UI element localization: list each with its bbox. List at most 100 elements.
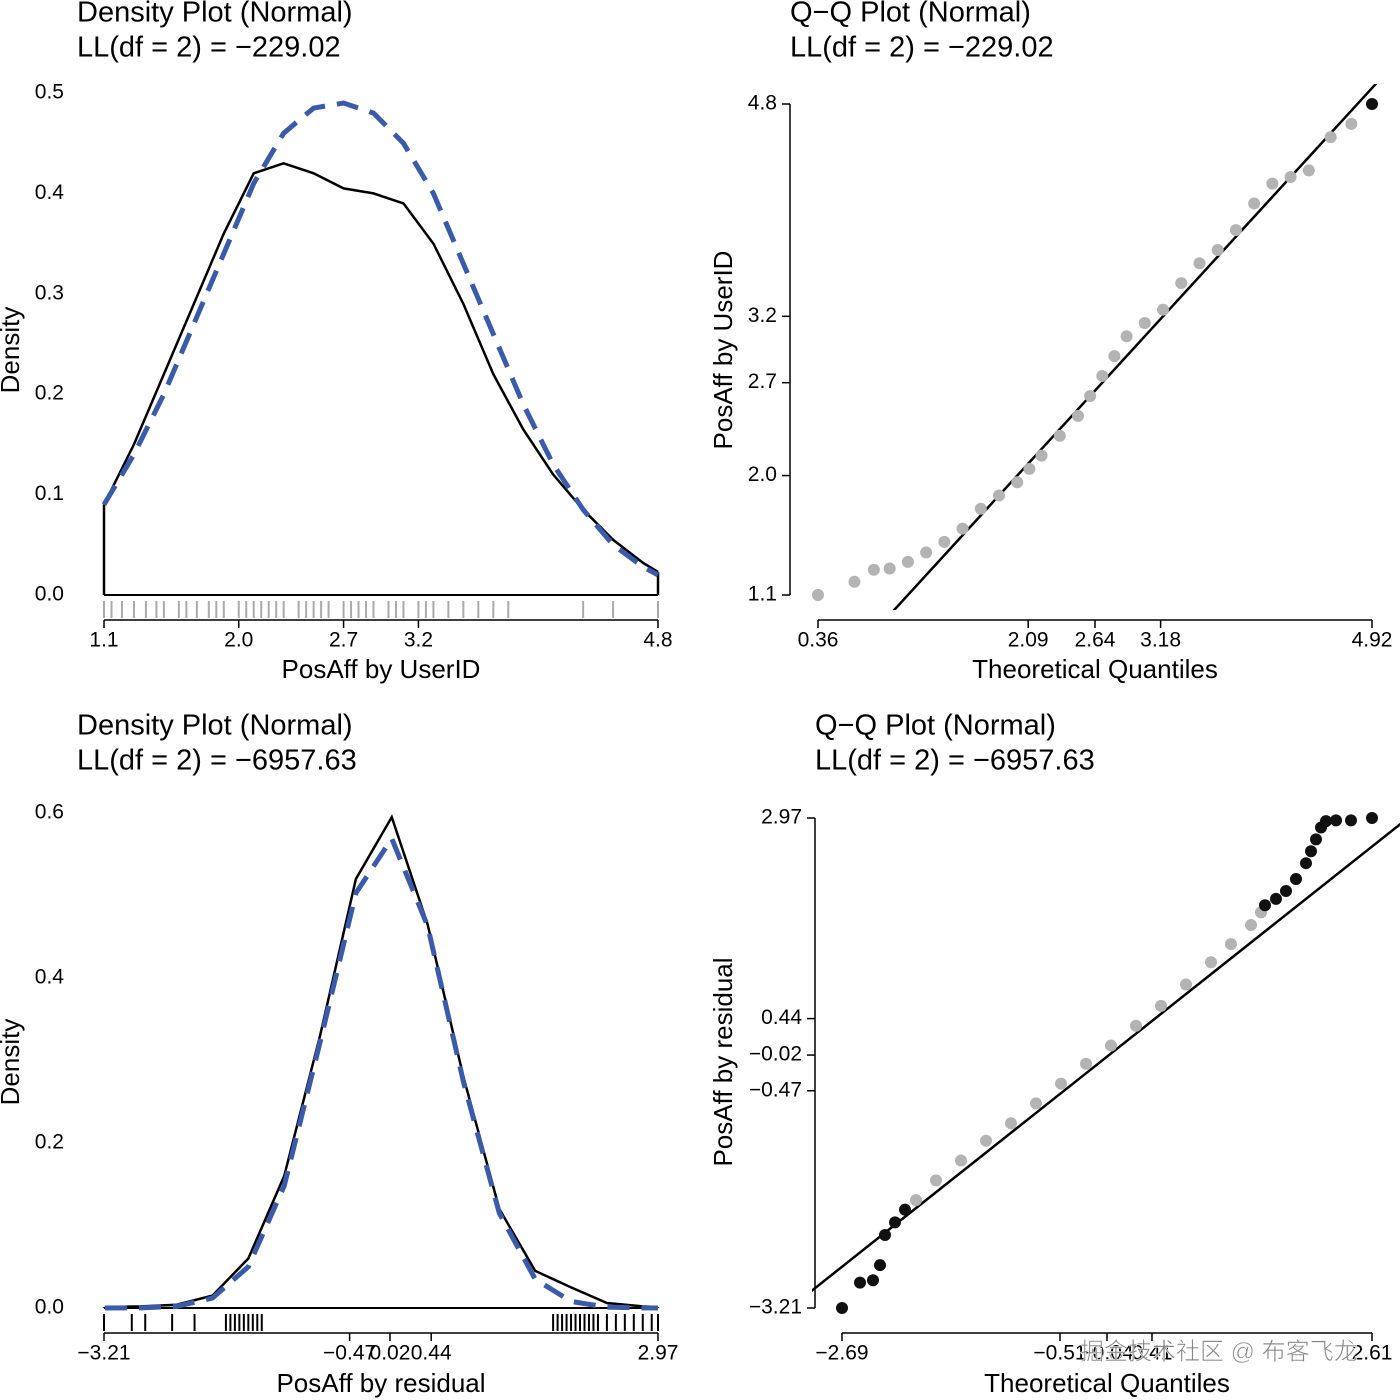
- x-tick-label: 3.18: [1140, 629, 1181, 652]
- x-tick-label: −2.69: [815, 1342, 868, 1365]
- qq-point: [938, 535, 951, 548]
- qq-point: [1345, 814, 1357, 827]
- chart-subtitle: LL(df = 2) = −229.02: [77, 32, 341, 64]
- qq-point: [1011, 476, 1024, 489]
- qq-point: [1324, 131, 1337, 144]
- watermark: 掘金技术社区 @ 布客飞龙: [1080, 1338, 1358, 1365]
- qq-point: [910, 1194, 922, 1207]
- qq-point: [901, 555, 914, 568]
- qq-point: [1080, 1057, 1092, 1070]
- y-tick-label: 0.44: [761, 1006, 802, 1029]
- qq-point: [1310, 833, 1322, 846]
- qq-point: [1096, 370, 1109, 383]
- qq-point: [956, 522, 969, 535]
- qq-point: [874, 1259, 886, 1272]
- qq-point: [1175, 277, 1188, 290]
- y-tick-label: 0.4: [35, 181, 65, 204]
- x-tick-label: 2.97: [638, 1342, 679, 1365]
- x-tick-label: 2.61: [1352, 1342, 1393, 1365]
- x-axis-label: Theoretical Quantiles: [972, 654, 1218, 684]
- normal-curve: [104, 833, 659, 1311]
- qq-point: [1305, 845, 1317, 858]
- x-tick-label: 0.02: [370, 1342, 411, 1365]
- y-tick-label: 1.1: [748, 583, 777, 606]
- y-tick-label: 4.8: [748, 92, 777, 115]
- qq-point: [1320, 815, 1332, 828]
- y-tick-label: 0.0: [35, 1296, 64, 1319]
- y-tick-label: 0.6: [35, 801, 64, 824]
- qq-point: [1023, 462, 1036, 475]
- y-tick-label: 0.1: [35, 482, 64, 505]
- qq-point: [1280, 884, 1292, 897]
- qq-point: [974, 502, 987, 515]
- qq-point: [1138, 316, 1151, 329]
- qq-point: [1302, 164, 1315, 177]
- qq-point: [1290, 873, 1302, 886]
- qq-point: [1055, 1077, 1067, 1090]
- qq-point: [899, 1203, 911, 1216]
- x-axis-label: PosAff by residual: [276, 1368, 485, 1398]
- qq-point: [1180, 978, 1192, 991]
- qq-point: [1005, 1117, 1017, 1130]
- qq-point: [1366, 812, 1378, 824]
- chart-subtitle: LL(df = 2) = −229.02: [790, 32, 1054, 64]
- chart-subtitle: LL(df = 2) = −6957.63: [77, 745, 357, 777]
- qq-point: [1205, 956, 1217, 969]
- qq-point: [1225, 938, 1237, 951]
- qq-point: [1284, 170, 1297, 183]
- qq-point: [1155, 999, 1167, 1012]
- chart-title: Density Plot (Normal): [77, 710, 353, 742]
- qq-point: [1030, 1097, 1042, 1110]
- qq-point: [1330, 814, 1342, 827]
- y-tick-label: 0.5: [35, 81, 64, 104]
- qq-point: [867, 1274, 879, 1287]
- y-tick-label: 0.4: [35, 966, 65, 989]
- qq-point: [993, 489, 1006, 502]
- qq-point: [1211, 243, 1224, 256]
- qq-point: [854, 1276, 866, 1289]
- qq-point: [1345, 117, 1358, 130]
- qq-point: [1035, 449, 1048, 462]
- x-tick-label: 2.7: [329, 629, 358, 652]
- y-tick-label: 2.7: [748, 370, 777, 393]
- x-tick-label: 2.64: [1075, 629, 1116, 652]
- x-axis-label: PosAff by UserID: [282, 654, 481, 684]
- qq-point: [955, 1154, 967, 1167]
- y-tick-label: 2.97: [761, 806, 802, 829]
- qq-point: [889, 1216, 901, 1229]
- qq-point: [812, 589, 824, 601]
- qq-point: [1270, 892, 1282, 905]
- qq-point: [1071, 409, 1084, 422]
- x-tick-label: 4.92: [1352, 629, 1393, 652]
- x-tick-label: 1.1: [89, 629, 118, 652]
- density-curve: [104, 814, 659, 1309]
- y-tick-label: −3.21: [749, 1296, 802, 1319]
- qq-point: [1266, 177, 1279, 190]
- x-axis-label: Theoretical Quantiles: [984, 1368, 1230, 1398]
- reference-line: [812, 822, 1400, 1293]
- x-tick-label: 2.0: [224, 629, 253, 652]
- x-tick-label: 3.2: [404, 629, 433, 652]
- y-tick-label: −0.47: [749, 1078, 802, 1101]
- x-tick-label: −0.04: [1080, 1342, 1133, 1365]
- qq-point: [930, 1174, 942, 1187]
- y-tick-label: 2.0: [748, 463, 777, 486]
- x-tick-label: −0.51: [1033, 1342, 1086, 1365]
- x-tick-label: 0.41: [1132, 1342, 1173, 1365]
- qq-point: [1105, 1039, 1117, 1052]
- x-tick-label: 4.8: [643, 629, 672, 652]
- qq-point: [920, 546, 933, 559]
- y-axis-label: PosAff by residual: [708, 957, 738, 1166]
- qq-point: [1130, 1019, 1142, 1032]
- qq-point: [836, 1302, 848, 1314]
- chart-title: Q−Q Plot (Normal): [815, 710, 1056, 742]
- qq-point: [1259, 899, 1271, 912]
- qq-point: [1248, 197, 1261, 210]
- y-axis-label: Density: [0, 307, 25, 394]
- chart-title: Density Plot (Normal): [77, 0, 353, 29]
- qq-point: [1193, 257, 1206, 270]
- qq-point: [1053, 429, 1066, 442]
- y-tick-label: 0.2: [35, 382, 64, 405]
- qq-point: [1108, 350, 1121, 363]
